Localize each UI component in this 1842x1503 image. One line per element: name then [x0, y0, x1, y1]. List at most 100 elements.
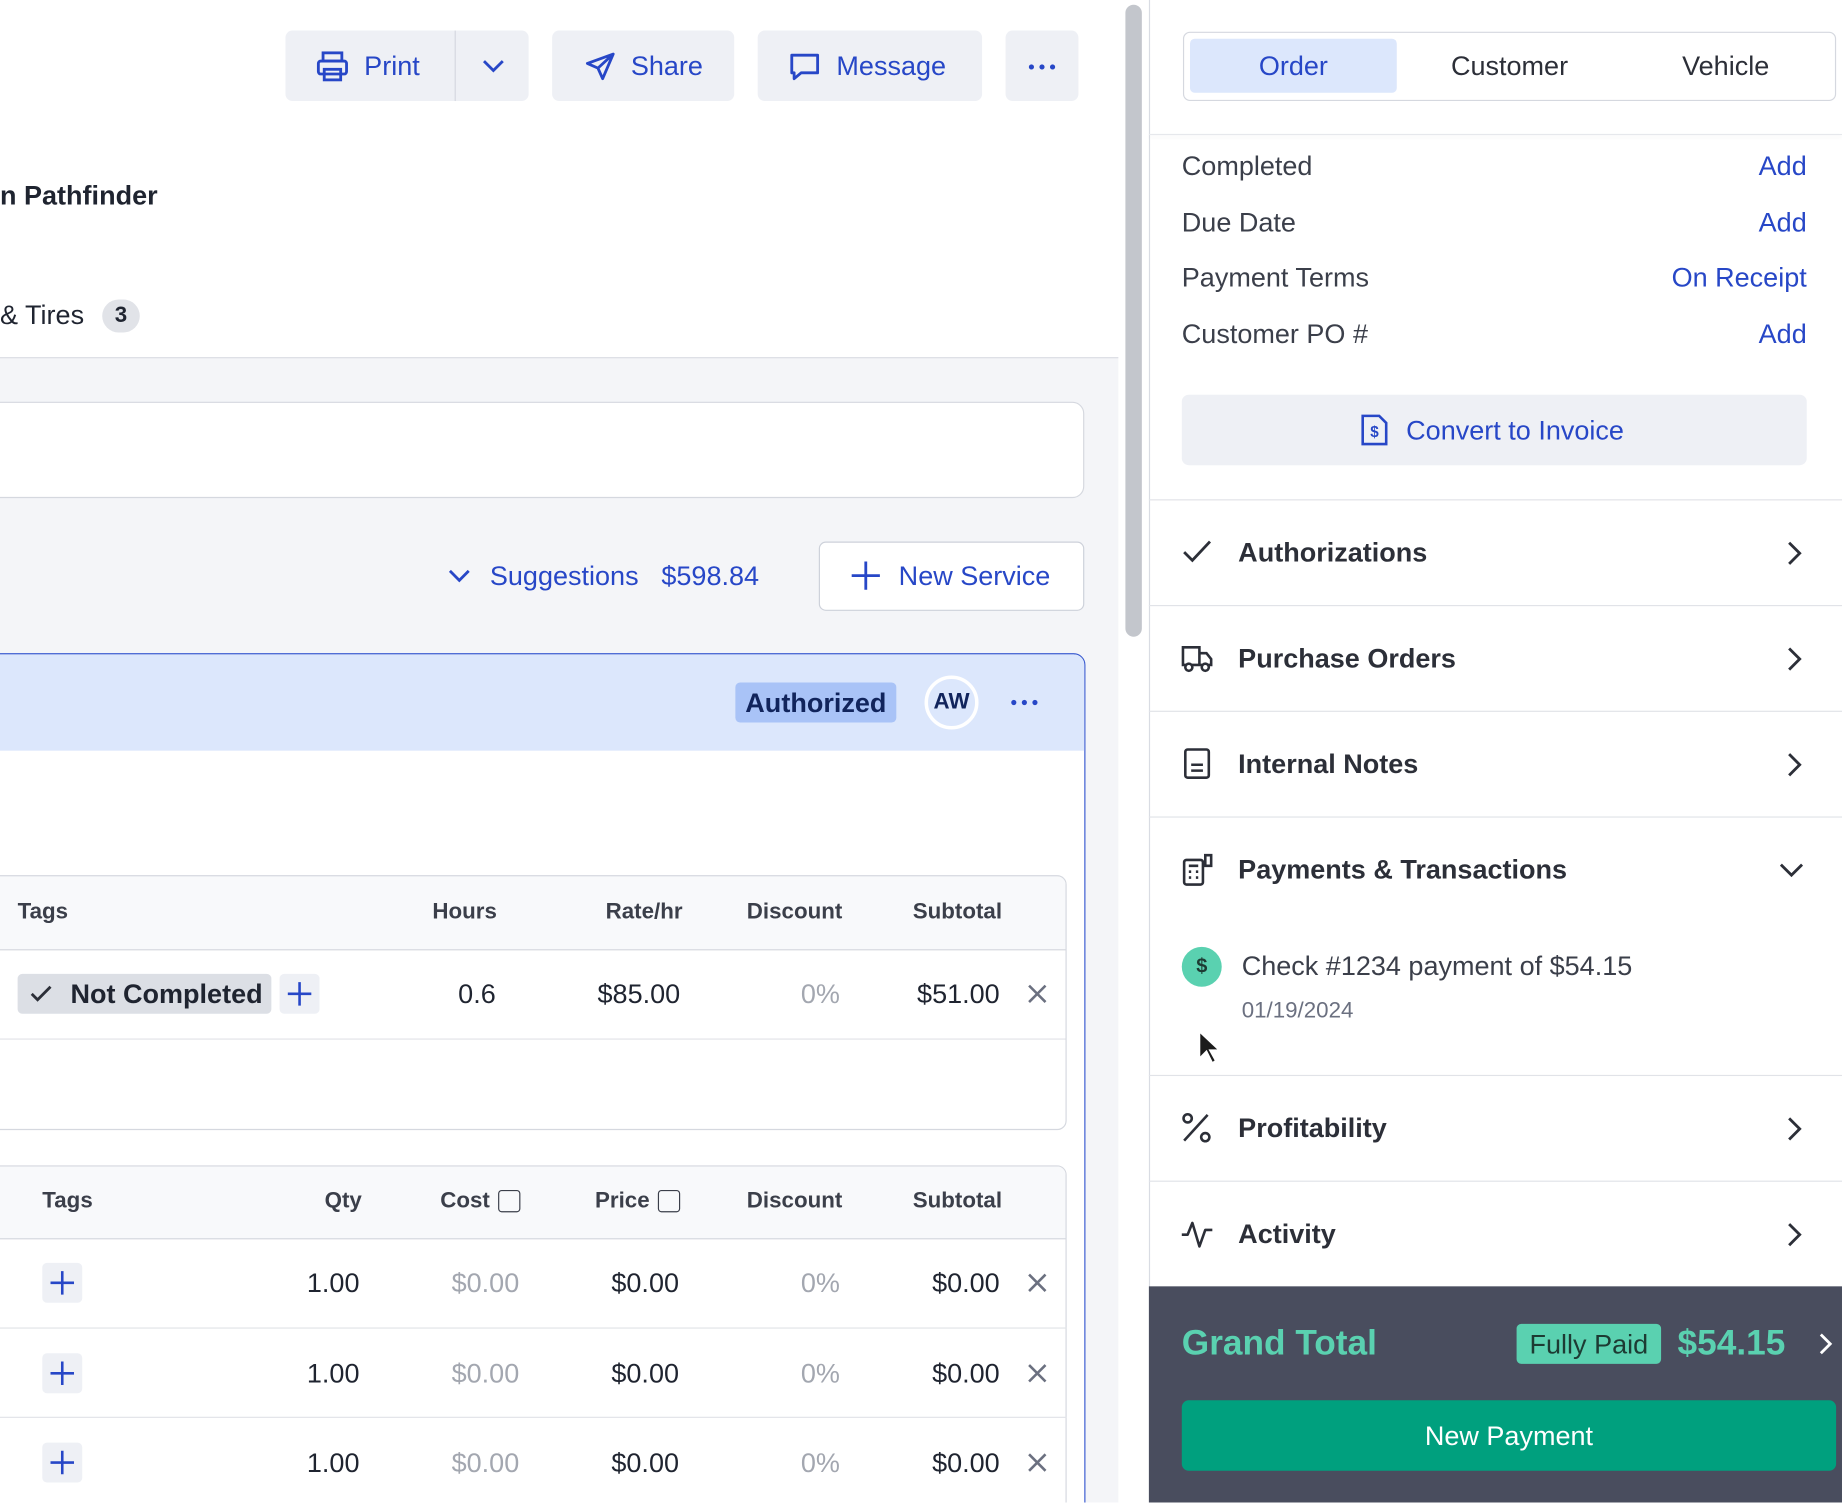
section-divider [1148, 1180, 1842, 1182]
cell: $0.00 [611, 1267, 679, 1299]
divider [1148, 133, 1842, 136]
section-title[interactable]: Authorizations [1238, 536, 1428, 568]
field-value[interactable]: On Receipt [1671, 262, 1807, 293]
share-label: Share [630, 50, 703, 82]
payment-date: 01/19/2024 [1241, 998, 1354, 1024]
section-icon [1182, 1112, 1211, 1143]
suggestions-amount: $598.84 [661, 560, 760, 591]
cell: $0.00 [451, 1357, 520, 1388]
field-value[interactable]: Add [1758, 318, 1807, 350]
message-icon [790, 53, 820, 81]
message-label: Message [836, 50, 947, 82]
section-title[interactable]: Payments & Transactions [1238, 854, 1568, 885]
tab[interactable]: Customer [1450, 50, 1569, 82]
tab-count: 3 [102, 299, 140, 333]
sidebar [1148, 0, 1842, 1503]
chevron [448, 569, 470, 583]
row-divider [0, 1326, 1067, 1329]
section-title[interactable]: Activity [1238, 1218, 1336, 1249]
chevron[interactable] [1818, 1332, 1833, 1355]
share-button[interactable] [552, 30, 735, 102]
remove-icon[interactable] [1028, 984, 1047, 1003]
payment-icon: $ [1181, 946, 1222, 987]
check-icon [30, 985, 52, 1002]
vehicle-title: n Pathfinder [0, 179, 158, 211]
cell: 0% [800, 1447, 840, 1478]
remove-icon[interactable] [1028, 1363, 1047, 1382]
tag-chip[interactable] [17, 973, 272, 1014]
cell: $0.00 [611, 1447, 679, 1478]
section-icon [1183, 540, 1212, 563]
chevron [1788, 1117, 1802, 1141]
plus-icon [50, 1360, 75, 1385]
chevron [1788, 647, 1802, 671]
section-icon [1182, 853, 1213, 886]
tab-label: & Tires [0, 299, 85, 331]
column-header: Price [595, 1188, 650, 1214]
field-label: Due Date [1181, 206, 1296, 237]
cursor [1198, 1029, 1222, 1065]
section-icon [1181, 1221, 1213, 1248]
payment-text[interactable]: Check #1234 payment of $54.15 [1241, 950, 1633, 981]
chevron [1788, 541, 1802, 565]
chevron [482, 60, 504, 73]
section-divider [1148, 710, 1842, 712]
cell: 0% [800, 1267, 840, 1299]
tab[interactable]: Order [1258, 50, 1328, 82]
avatar: AW [924, 675, 979, 730]
section-divider [1148, 816, 1842, 818]
section-title[interactable]: Profitability [1238, 1112, 1387, 1144]
active-tab [1190, 38, 1397, 93]
cell: 1.00 [306, 1267, 360, 1299]
svg-text:$: $ [1370, 424, 1379, 441]
cell: 0.6 [458, 978, 496, 1010]
column-header: Hours [432, 899, 497, 925]
column-header: Cost [440, 1188, 490, 1214]
column-header: Rate/hr [605, 899, 683, 925]
column-header: Subtotal [912, 899, 1003, 925]
row-divider [0, 1416, 1067, 1418]
status-badge: Fully Paid [1516, 1323, 1662, 1364]
cell: $0.00 [932, 1447, 1000, 1478]
convert-label: Convert to Invoice [1406, 414, 1624, 446]
cell: $85.00 [597, 978, 681, 1010]
print-icon [316, 51, 348, 82]
invoice-icon: $ [1361, 414, 1388, 446]
column-header: Qty [324, 1188, 362, 1214]
remove-icon[interactable] [1028, 1453, 1047, 1472]
info-icon[interactable] [657, 1190, 681, 1213]
scrollbar [1125, 4, 1142, 637]
column-header: Subtotal [912, 1188, 1003, 1214]
suggestions-label[interactable]: Suggestions [489, 560, 639, 591]
message-button[interactable] [757, 30, 983, 102]
chevron [1788, 753, 1802, 777]
info-icon[interactable] [498, 1190, 521, 1213]
grand-total-amount: $54.15 [1677, 1323, 1786, 1363]
section-title[interactable]: Purchase Orders [1238, 642, 1456, 674]
section-divider [1148, 1074, 1842, 1077]
cell: $0.00 [451, 1267, 520, 1299]
cell: 0% [800, 978, 840, 1010]
section-divider [1148, 499, 1842, 501]
share-icon [585, 52, 615, 81]
section-icon [1184, 748, 1211, 779]
cell: $0.00 [932, 1267, 1000, 1299]
column-header: Discount [746, 899, 843, 925]
input-box[interactable] [0, 401, 1085, 499]
divider [0, 357, 1119, 359]
field-value[interactable]: Add [1758, 150, 1807, 181]
grand-total-label: Grand Total [1181, 1323, 1377, 1363]
tab[interactable]: Vehicle [1682, 50, 1770, 82]
column-header: Discount [746, 1188, 843, 1214]
print-label: Print [364, 50, 420, 82]
plus-icon [50, 1450, 75, 1475]
section-title[interactable]: Internal Notes [1238, 748, 1419, 779]
field-value[interactable]: Add [1758, 206, 1807, 237]
convert-button[interactable] [1181, 394, 1807, 466]
table-header [0, 876, 1066, 951]
new-payment-button[interactable]: New Payment [1181, 1400, 1837, 1471]
row-divider [0, 1038, 1066, 1040]
remove-icon[interactable] [1028, 1273, 1047, 1292]
chevron [1788, 1223, 1802, 1247]
